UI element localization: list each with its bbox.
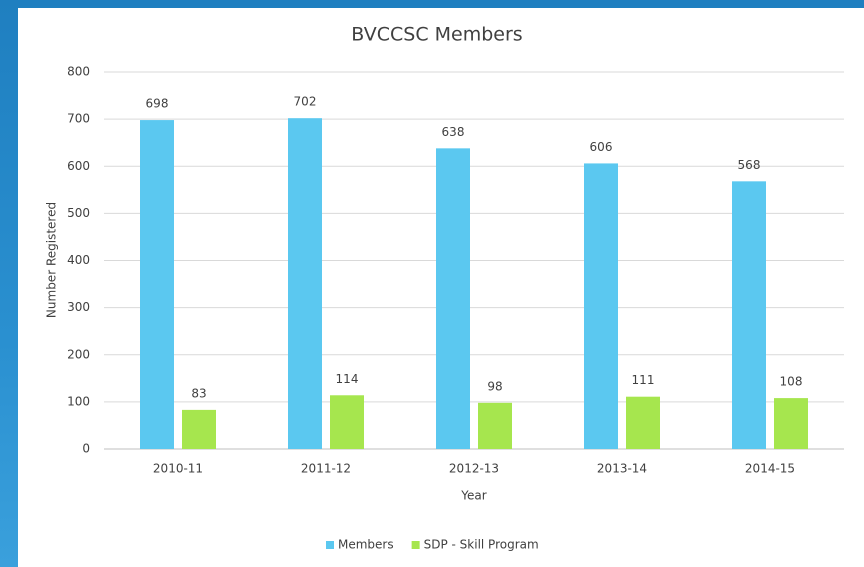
chart-title: BVCCSC Members (351, 24, 522, 46)
y-tick-label: 500 (67, 206, 90, 220)
y-tick-label: 300 (67, 300, 90, 314)
y-tick-label: 800 (67, 65, 90, 79)
data-label: 606 (590, 140, 613, 154)
x-tick-label: 2014-15 (745, 462, 795, 476)
x-axis-label: Year (460, 489, 486, 503)
data-label: 111 (632, 373, 655, 387)
y-tick-label: 200 (67, 347, 90, 361)
y-tick-label: 700 (67, 112, 90, 126)
legend-swatch (411, 541, 420, 549)
data-label: 83 (191, 386, 206, 400)
x-tick-label: 2012-13 (449, 462, 499, 476)
y-tick-label: 600 (67, 159, 90, 173)
y-tick-label: 0 (82, 442, 90, 456)
bar (732, 181, 766, 449)
y-tick-label: 400 (67, 253, 90, 267)
bar (436, 148, 470, 449)
bar (478, 402, 512, 449)
data-label: 638 (442, 125, 465, 139)
data-label: 568 (738, 158, 761, 172)
data-label: 98 (487, 379, 502, 393)
bar (330, 395, 364, 449)
bar (774, 398, 808, 449)
x-tick-label: 2011-12 (301, 462, 351, 476)
legend-label: Members (338, 538, 394, 552)
data-label: 702 (294, 95, 317, 109)
data-label: 698 (146, 97, 169, 111)
bar (584, 163, 618, 450)
data-label: 114 (336, 372, 359, 386)
bar (626, 396, 660, 449)
y-axis-label: Number Registered (45, 202, 59, 318)
legend-swatch (326, 541, 334, 549)
y-tick-label: 100 (67, 394, 90, 408)
data-label: 108 (780, 375, 803, 389)
bar (288, 118, 322, 450)
bar (140, 120, 174, 449)
bar (182, 409, 216, 449)
x-tick-label: 2013-14 (597, 462, 647, 476)
x-tick-label: 2010-11 (153, 462, 203, 476)
legend-label: SDP - Skill Program (424, 538, 539, 552)
